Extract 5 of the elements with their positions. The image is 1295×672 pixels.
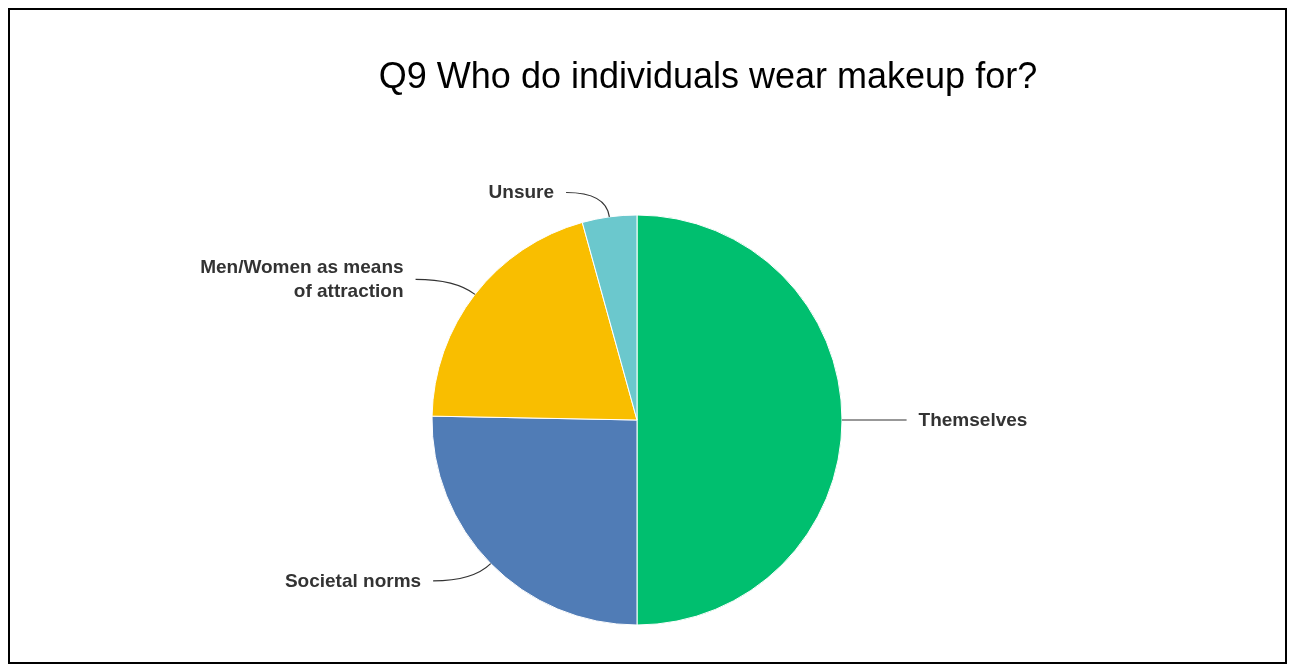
chart-title: Q9 Who do individuals wear makeup for? [378, 55, 1038, 96]
slice-label: Unsure [488, 181, 555, 203]
slice-label: Societal norms [284, 569, 422, 591]
slice-label: Men/Women as means of attraction [200, 256, 404, 302]
slice-label: Themselves [918, 409, 1028, 430]
